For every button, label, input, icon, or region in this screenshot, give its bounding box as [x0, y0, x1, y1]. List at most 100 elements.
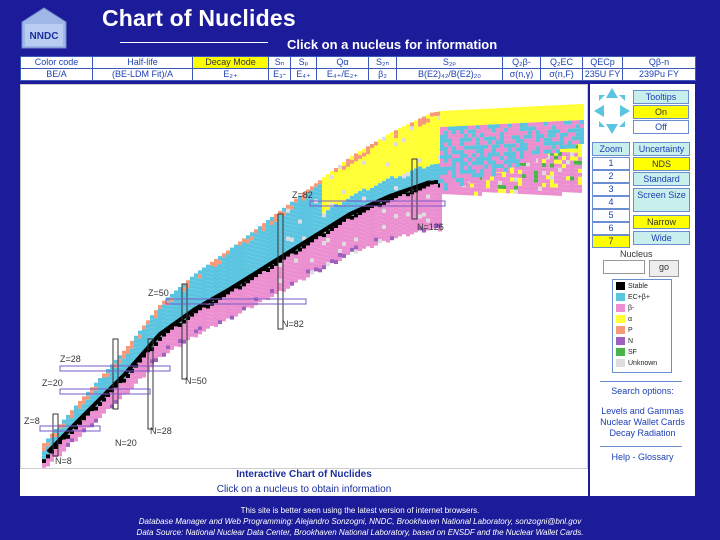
nuclide-cell[interactable]	[70, 410, 74, 415]
nuclide-cell[interactable]	[274, 217, 278, 222]
nuclide-cell[interactable]	[524, 154, 528, 159]
nuclide-cell[interactable]	[370, 152, 374, 156]
nuclide-cell[interactable]	[496, 108, 500, 113]
nuclide-cell[interactable]	[536, 134, 540, 139]
option-b-7[interactable]: B(E2)₄₂/B(E2)₂₀	[396, 68, 503, 81]
nuclide-cell[interactable]	[318, 252, 322, 257]
nuclide-cell[interactable]	[246, 243, 250, 248]
nuclide-cell[interactable]	[294, 226, 298, 231]
nuclide-cell[interactable]	[258, 258, 262, 263]
nuclide-cell[interactable]	[306, 253, 310, 258]
nuclide-cell[interactable]	[394, 214, 398, 219]
nuclide-cell[interactable]	[362, 156, 366, 161]
nuclide-cell[interactable]	[230, 299, 234, 304]
nuclide-cell[interactable]	[576, 132, 580, 137]
nuclide-cell[interactable]	[306, 209, 310, 214]
nuclide-cell[interactable]	[552, 121, 556, 126]
nuclide-cell[interactable]	[378, 235, 382, 240]
nuclide-cell[interactable]	[282, 211, 286, 216]
nuclide-cell[interactable]	[552, 129, 556, 134]
nuclide-cell[interactable]	[406, 196, 410, 201]
nuclide-cell[interactable]	[226, 258, 230, 263]
nuclide-cell[interactable]	[390, 132, 394, 137]
nuclide-cell[interactable]	[350, 215, 354, 220]
nuclide-cell[interactable]	[170, 305, 174, 310]
pan-downleft-icon[interactable]	[599, 121, 605, 127]
nuclide-cell[interactable]	[434, 172, 438, 177]
nuclide-cell[interactable]	[448, 114, 452, 119]
nuclide-cell[interactable]	[282, 279, 286, 284]
nuclide-cell[interactable]	[130, 356, 134, 361]
nuclide-cell[interactable]	[448, 118, 452, 123]
nuclide-cell[interactable]	[516, 151, 520, 156]
option-b-9[interactable]: σ(n,F)	[540, 68, 583, 81]
nuclide-cell[interactable]	[238, 257, 242, 262]
nuclide-cell[interactable]	[154, 358, 158, 363]
nuclide-cell[interactable]	[480, 165, 484, 169]
nuclide-cell[interactable]	[468, 169, 472, 174]
nuclide-cell[interactable]	[554, 191, 558, 196]
nuclide-cell[interactable]	[492, 172, 496, 177]
nuclide-cell[interactable]	[186, 288, 190, 293]
nuclide-cell[interactable]	[230, 271, 234, 276]
nuclide-cell[interactable]	[540, 138, 544, 142]
nuclide-cell[interactable]	[322, 193, 326, 198]
nuclide-cell[interactable]	[310, 214, 314, 219]
nuclide-cell[interactable]	[370, 188, 374, 192]
nuclide-cell[interactable]	[402, 198, 406, 203]
nuclide-cell[interactable]	[154, 342, 158, 347]
nuclide-cell[interactable]	[362, 216, 366, 221]
nuclide-cell[interactable]	[422, 196, 426, 201]
nuclide-cell[interactable]	[496, 128, 500, 133]
nuclide-cell[interactable]	[310, 238, 314, 243]
nuclide-cell[interactable]	[476, 129, 480, 134]
nuclide-cell[interactable]	[532, 122, 536, 127]
nuclide-cell[interactable]	[578, 176, 582, 181]
nuclide-cell[interactable]	[488, 124, 492, 129]
nuclide-cell[interactable]	[342, 233, 346, 238]
nuclide-cell[interactable]	[330, 195, 334, 200]
nuclide-cell[interactable]	[492, 168, 496, 173]
nuclide-cell[interactable]	[302, 196, 306, 201]
nuclide-cell[interactable]	[86, 395, 90, 400]
nuclide-cell[interactable]	[552, 133, 556, 138]
nuclide-cell[interactable]	[70, 430, 74, 435]
nuclide-cell[interactable]	[562, 152, 566, 157]
nuclide-cell[interactable]	[222, 277, 226, 282]
nuclide-cell[interactable]	[110, 400, 114, 405]
nuclide-cell[interactable]	[394, 130, 398, 135]
nuclide-cell[interactable]	[512, 147, 516, 152]
nuclide-cell[interactable]	[178, 315, 182, 320]
nuclide-cell[interactable]	[250, 284, 254, 289]
nuclide-cell[interactable]	[86, 419, 90, 424]
nuclide-cell[interactable]	[460, 154, 464, 158]
nuclide-cell[interactable]	[286, 224, 290, 229]
nuclide-cell[interactable]	[254, 229, 258, 234]
nuclide-cell[interactable]	[346, 246, 350, 251]
nuclide-cell[interactable]	[266, 244, 270, 249]
nuclide-cell[interactable]	[422, 228, 426, 233]
nuclide-cell[interactable]	[532, 126, 536, 131]
nuclide-cell[interactable]	[468, 173, 472, 178]
nuclide-cell[interactable]	[532, 146, 536, 151]
nuclide-cell[interactable]	[410, 126, 414, 131]
nuclide-cell[interactable]	[366, 238, 370, 243]
nuclide-cell[interactable]	[310, 186, 314, 191]
nuclide-cell[interactable]	[274, 229, 278, 234]
nuclide-cell[interactable]	[390, 172, 394, 177]
nuclide-cell[interactable]	[394, 222, 398, 227]
nuclide-cell[interactable]	[508, 115, 512, 120]
nuclide-cell[interactable]	[366, 234, 370, 239]
nuclide-cell[interactable]	[318, 220, 322, 225]
nuclide-cell[interactable]	[198, 282, 202, 287]
nuclide-cell[interactable]	[538, 186, 542, 191]
nuclide-cell[interactable]	[94, 382, 98, 387]
nuclide-cell[interactable]	[520, 107, 524, 111]
nuclide-cell[interactable]	[500, 160, 504, 164]
zoom-level-4[interactable]: 4	[592, 196, 630, 209]
nuclide-cell[interactable]	[314, 227, 318, 232]
nuclide-cell[interactable]	[358, 191, 362, 196]
nuclide-cell[interactable]	[554, 151, 558, 156]
nuclide-cell[interactable]	[286, 212, 290, 217]
nuclide-cell[interactable]	[326, 234, 330, 239]
